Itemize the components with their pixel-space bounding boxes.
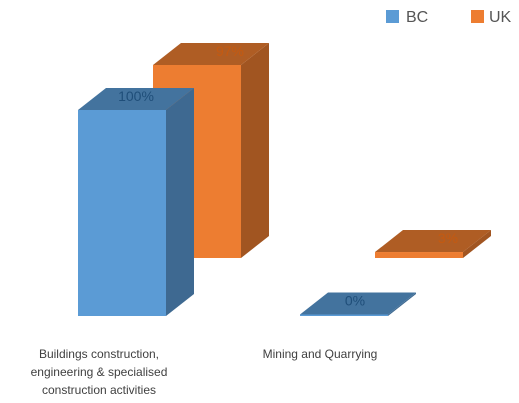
bar-side-face	[463, 230, 491, 258]
x-tick-label: Buildings construction, engineering & spe…	[31, 347, 168, 397]
data-label: 3%	[438, 230, 458, 246]
data-label: 0%	[345, 293, 365, 309]
x-tick-label: Mining and Quarrying	[263, 347, 378, 361]
bar-bc-0: 100%	[78, 88, 194, 316]
bar-top-face	[78, 88, 194, 110]
bar-top-face	[375, 230, 491, 253]
legend-label: UK	[489, 9, 512, 26]
bars-layer: 97% 3% 100% 0%	[78, 42, 491, 316]
bar-bc-1: 0%	[300, 292, 416, 316]
bar-top-face	[300, 292, 416, 315]
bar-front-face	[78, 110, 166, 316]
legend-swatch	[471, 10, 484, 23]
bar-side-face	[241, 42, 269, 258]
bar-front-face	[300, 314, 388, 316]
legend: BC UK	[386, 9, 512, 26]
bar-front-face	[375, 252, 463, 258]
legend-label: BC	[406, 9, 428, 26]
bar-side-face	[388, 292, 416, 316]
x-axis-labels: Buildings construction, engineering & spe…	[31, 347, 378, 397]
legend-swatch	[386, 10, 399, 23]
bar-side-face	[166, 88, 194, 316]
legend-item-uk: UK	[471, 9, 512, 26]
bar-top-face	[153, 42, 269, 65]
data-label: 97%	[216, 43, 244, 59]
bar-uk-1: 3%	[375, 230, 491, 258]
legend-item-bc: BC	[386, 9, 428, 26]
data-label: 100%	[118, 88, 154, 104]
